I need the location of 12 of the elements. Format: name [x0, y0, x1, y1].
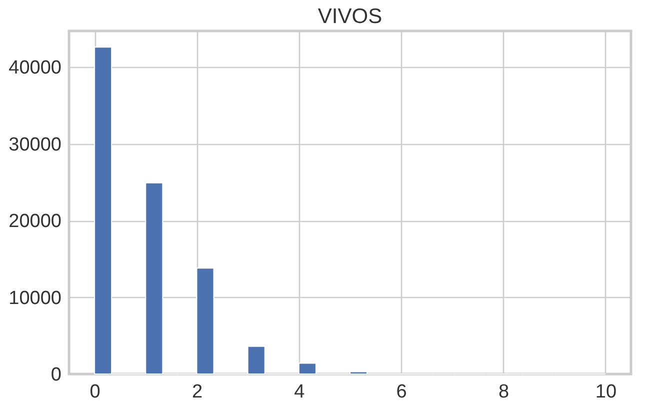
chart-title: VIVOS: [318, 5, 382, 28]
x-tick-label: 0: [90, 382, 100, 402]
x-tick-label: 4: [294, 382, 306, 402]
x-tick-label: 2: [192, 382, 203, 402]
y-tick-label: 30000: [8, 134, 62, 156]
y-tick-label: 10000: [8, 288, 62, 309]
y-tick-label: 0: [50, 364, 62, 386]
x-tick-label: 10: [595, 382, 617, 402]
x-tick-label: 8: [498, 382, 510, 402]
y-tick-label: 20000: [8, 211, 62, 232]
x-tick-label: 6: [396, 382, 407, 402]
y-tick-label: 40000: [8, 58, 62, 79]
